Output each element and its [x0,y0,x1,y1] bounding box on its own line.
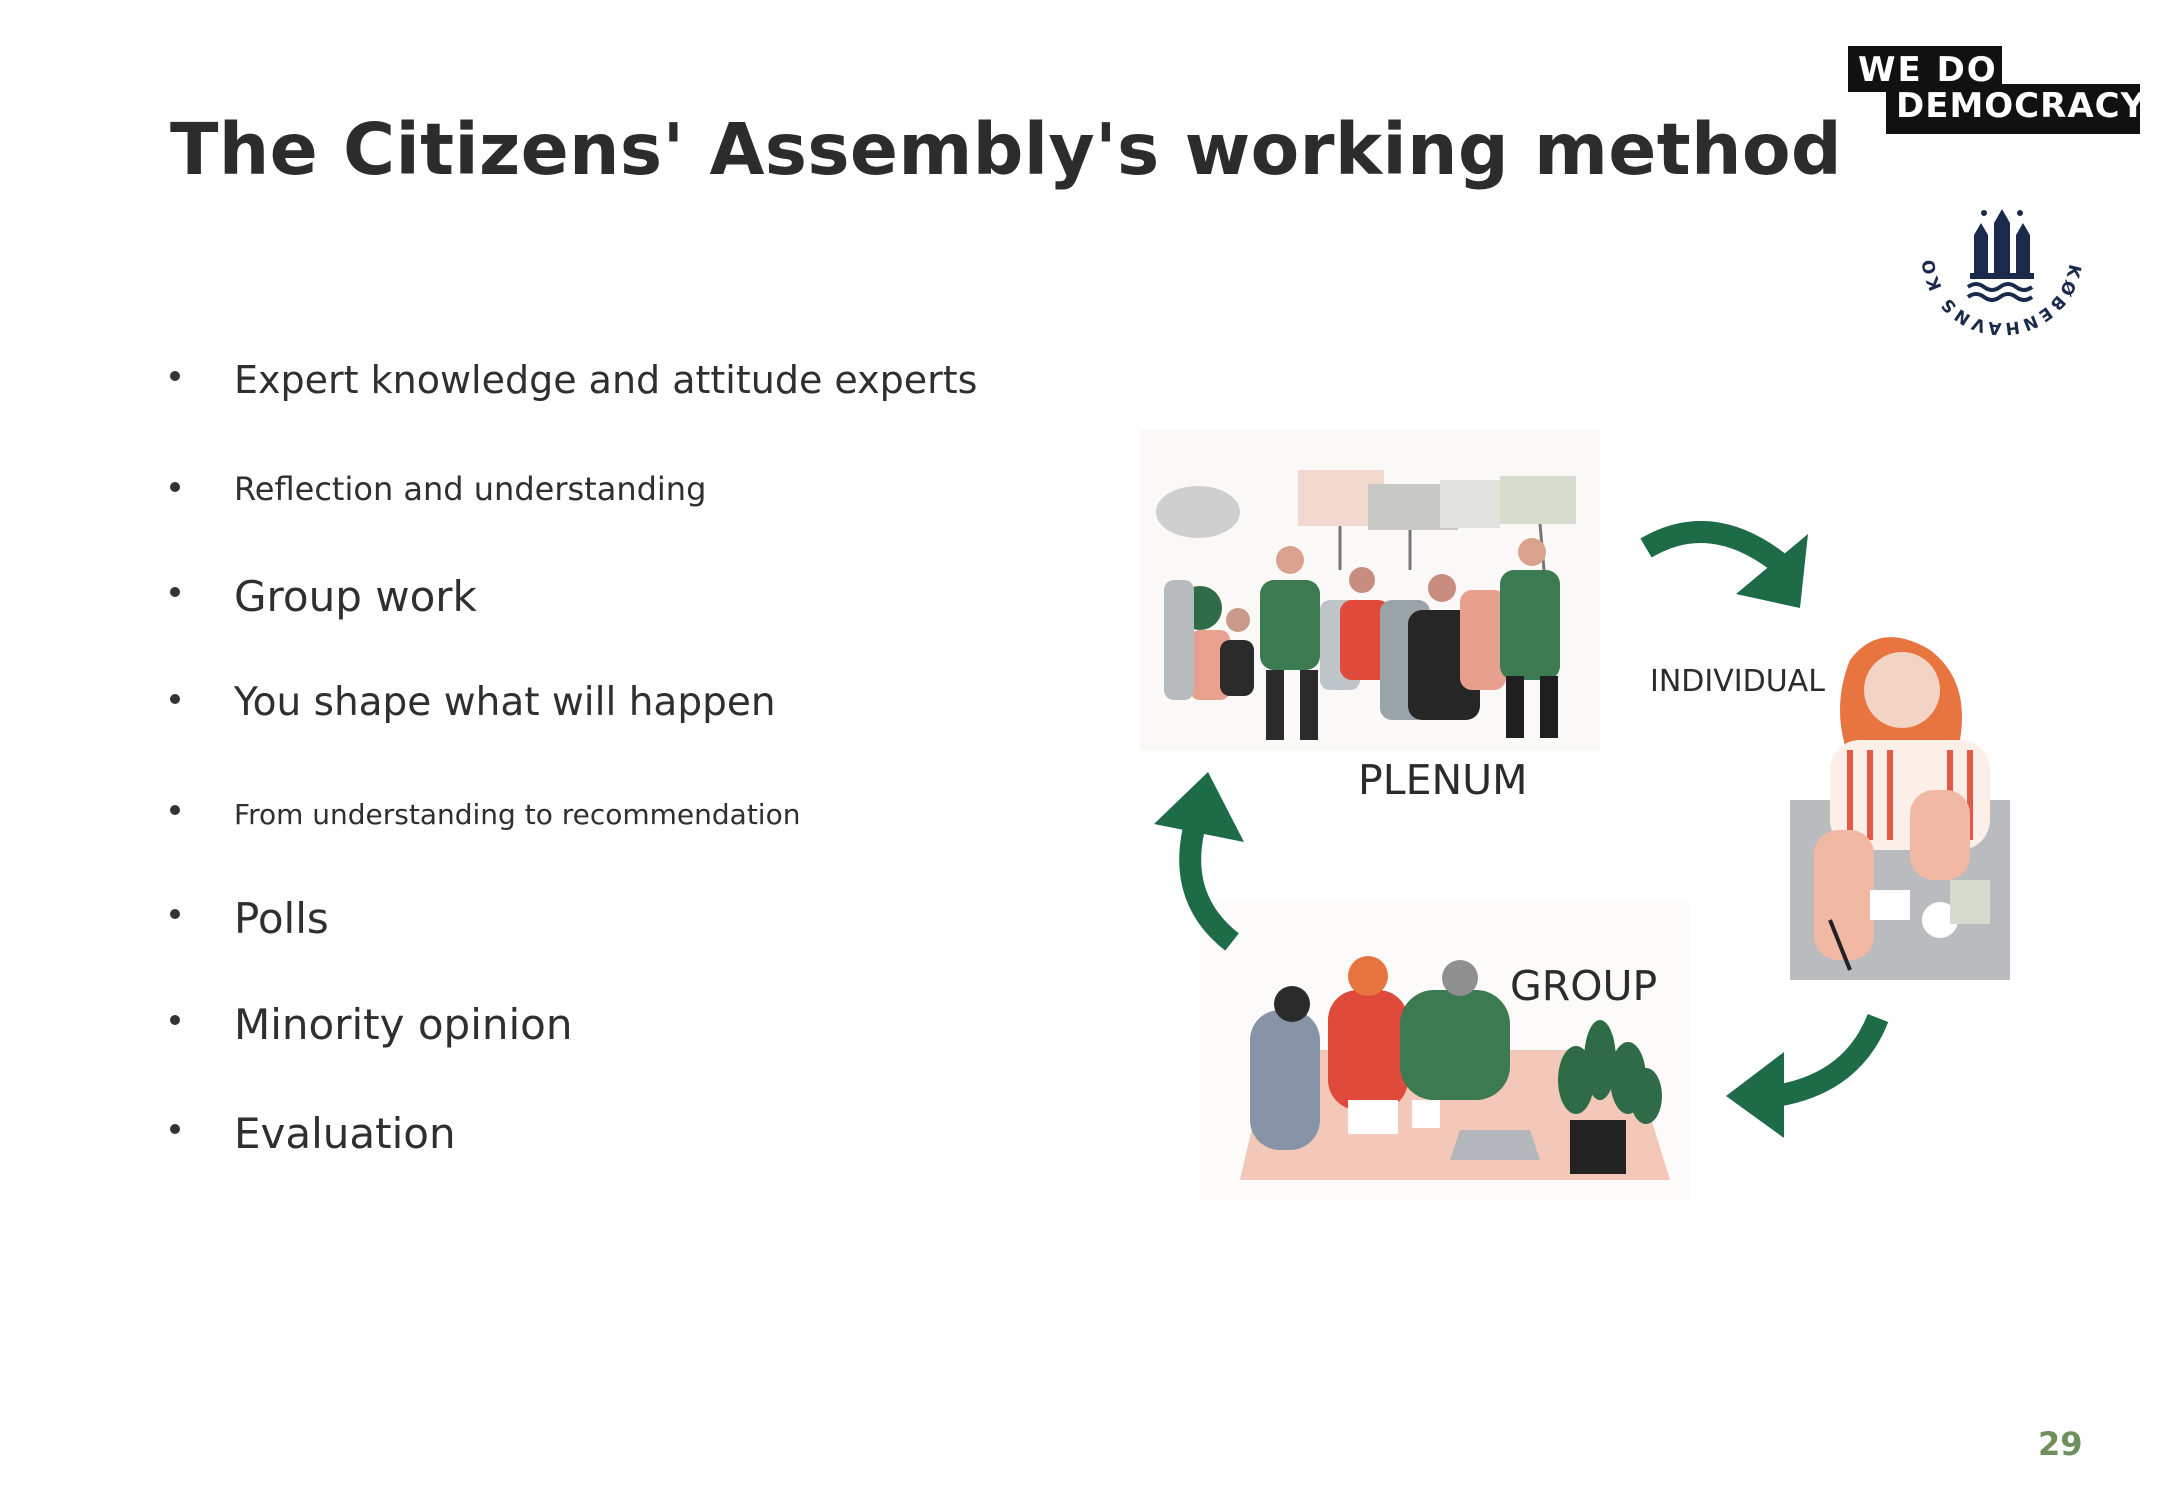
kobenhavns-kommune-seal: KØBENHAVNS KOMMUNE [1912,165,2081,338]
page-number: 29 [2038,1425,2083,1463]
logo-line-1: WE DO [1858,50,1998,90]
individual-illustration [1790,637,2010,980]
plenum-label: PLENUM [1358,756,1528,804]
group-label: GROUP [1510,962,1658,1010]
group-illustration [1200,900,1690,1200]
arrow-individual-to-group [1726,1013,1889,1138]
slide-title: The Citizens' Assembly's working method [170,108,1843,191]
plenum-illustration [1140,430,1600,750]
logo-line-2: DEMOCRACY [1896,86,2147,126]
we-do-democracy-logo: WE DO DEMOCRACY [1848,46,2145,134]
individual-label: INDIVIDUAL [1650,664,1825,699]
arrow-group-to-plenum [1154,772,1244,951]
arrow-plenum-to-individual [1640,521,1808,608]
